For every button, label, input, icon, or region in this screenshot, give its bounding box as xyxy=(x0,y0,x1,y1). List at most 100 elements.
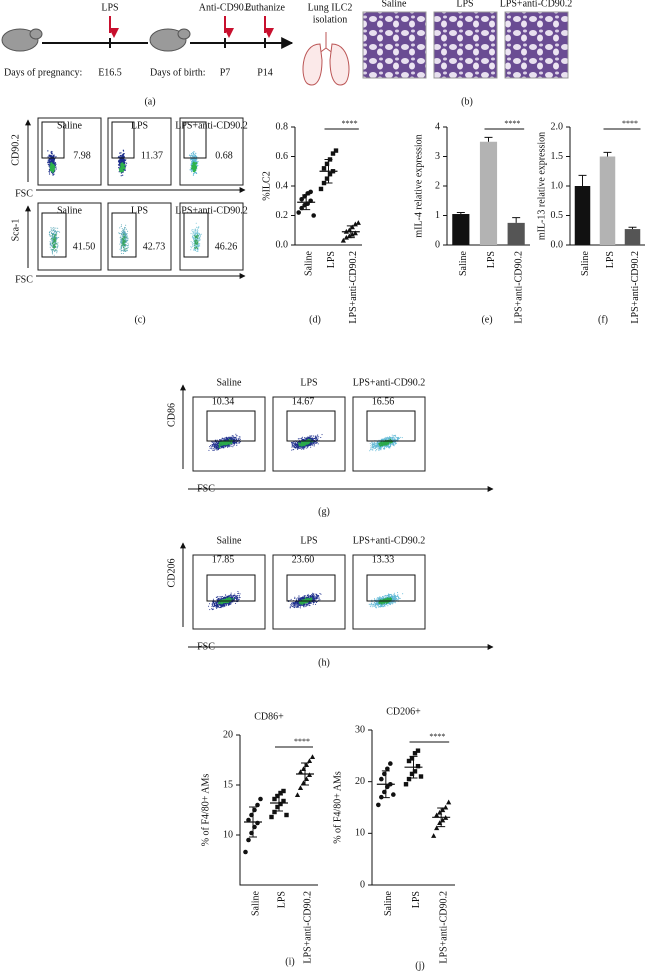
data-point xyxy=(434,825,440,831)
gate-value: 46.26 xyxy=(215,241,238,252)
flow-plot xyxy=(107,202,172,271)
column-label: LPS xyxy=(300,377,317,388)
data-point xyxy=(388,761,393,766)
y-tick-label: 0.0 xyxy=(276,239,289,250)
gate-value: 7.98 xyxy=(73,150,91,161)
data-point xyxy=(352,230,358,236)
sd-bar xyxy=(346,225,355,239)
x-tick-label: LPS+anti-CD90.2 xyxy=(302,891,313,964)
data-point xyxy=(412,751,418,756)
axis-title: % of F4/80+ AMs xyxy=(200,774,211,847)
x-tick-label: LPS xyxy=(276,891,287,908)
axis-title: % of F4/80+ AMs xyxy=(332,771,343,844)
error-bar xyxy=(578,174,587,186)
data-point xyxy=(272,796,277,802)
column-label: LPS xyxy=(131,205,148,216)
x-tick-label: LPS+anti-CD90.2 xyxy=(513,251,524,324)
column-label: LPS+anti-CD90.2 xyxy=(175,120,248,131)
gate xyxy=(286,410,336,442)
column-label: LPS+anti-CD90.2 xyxy=(175,205,248,216)
data-point xyxy=(311,213,316,218)
x-tick-label: Saline xyxy=(250,890,261,916)
data-point xyxy=(278,790,283,796)
y-tick-label: 0.4 xyxy=(276,180,289,191)
column-label: Saline xyxy=(57,205,83,216)
y-tick-label: 1.5 xyxy=(551,151,564,162)
axis-title: CD206 xyxy=(166,559,177,588)
column-label: LPS+anti-CD90.2 xyxy=(353,377,426,388)
data-point xyxy=(306,758,313,763)
panel-label: (h) xyxy=(318,657,330,668)
column-label: LPS xyxy=(456,0,473,9)
histology-images xyxy=(362,11,569,79)
y-tick-label: 20 xyxy=(355,776,365,787)
data-point xyxy=(443,804,449,810)
column-label: Saline xyxy=(57,120,83,131)
axis-title: CD90.2 xyxy=(10,134,21,165)
data-point xyxy=(352,221,358,227)
axis-title: FSC xyxy=(15,274,33,285)
panel-label: (a) xyxy=(144,96,155,107)
sd-bar xyxy=(324,158,333,184)
data-point xyxy=(379,794,384,800)
data-point xyxy=(385,766,390,772)
data-point xyxy=(412,769,418,774)
flow-events xyxy=(51,233,58,251)
timeline-label: Days of birth: xyxy=(150,67,206,78)
gate-value: 13.33 xyxy=(372,554,395,565)
data-point xyxy=(275,804,280,810)
data-point xyxy=(281,788,286,794)
y-tick-label: 30 xyxy=(355,724,365,735)
gate xyxy=(111,212,137,258)
gate xyxy=(366,574,416,602)
y-tick-label: 1.0 xyxy=(551,180,564,191)
column-label: Saline xyxy=(382,0,408,9)
gate-value: 23.60 xyxy=(292,554,315,565)
flow-plot xyxy=(272,554,346,630)
y-tick-label: 0.2 xyxy=(276,210,289,221)
y-tick-label: 3 xyxy=(435,151,440,162)
gate-value: 11.37 xyxy=(141,150,163,161)
significance: **** xyxy=(504,119,520,128)
data-point xyxy=(406,776,412,782)
y-tick-label: 0.6 xyxy=(276,151,289,162)
bar xyxy=(507,222,525,245)
gate-value: 0.68 xyxy=(215,150,233,161)
panel-label: (i) xyxy=(285,956,294,967)
sd-bar xyxy=(275,794,283,812)
column-label: Saline xyxy=(217,535,243,546)
gate xyxy=(206,574,256,602)
column-label: LPS xyxy=(131,120,148,131)
y-tick-label: 1 xyxy=(435,210,440,221)
panel-label: (j) xyxy=(415,960,424,971)
isolation-label: isolation xyxy=(313,14,347,25)
sd-bar xyxy=(381,770,390,799)
data-point xyxy=(391,792,396,797)
data-point xyxy=(281,798,286,804)
data-point xyxy=(343,234,349,240)
timeline-label: Days of pregnancy: xyxy=(4,67,82,78)
sd-bar xyxy=(409,755,418,779)
gate-value: 42.73 xyxy=(143,241,166,252)
data-point xyxy=(246,837,251,843)
column-label: Saline xyxy=(217,377,243,388)
data-point xyxy=(379,776,384,782)
data-point xyxy=(321,180,327,186)
y-tick-label: 0 xyxy=(360,879,365,890)
chart-title: CD206+ xyxy=(386,706,421,717)
x-tick-label: Saline xyxy=(383,890,394,916)
gate xyxy=(41,121,65,159)
flow-plot xyxy=(192,396,266,472)
timeline-label: P14 xyxy=(257,67,273,78)
flow-events xyxy=(194,234,199,249)
y-tick-label: 15 xyxy=(223,779,233,790)
x-tick-label: LPS xyxy=(411,891,422,908)
error-bar xyxy=(484,136,493,142)
flow-events xyxy=(49,162,56,173)
y-tick-label: 0.0 xyxy=(551,239,564,250)
timeline-label: P7 xyxy=(220,67,231,78)
data-point xyxy=(406,758,412,764)
significance: **** xyxy=(342,119,358,128)
error-bar xyxy=(512,217,521,223)
